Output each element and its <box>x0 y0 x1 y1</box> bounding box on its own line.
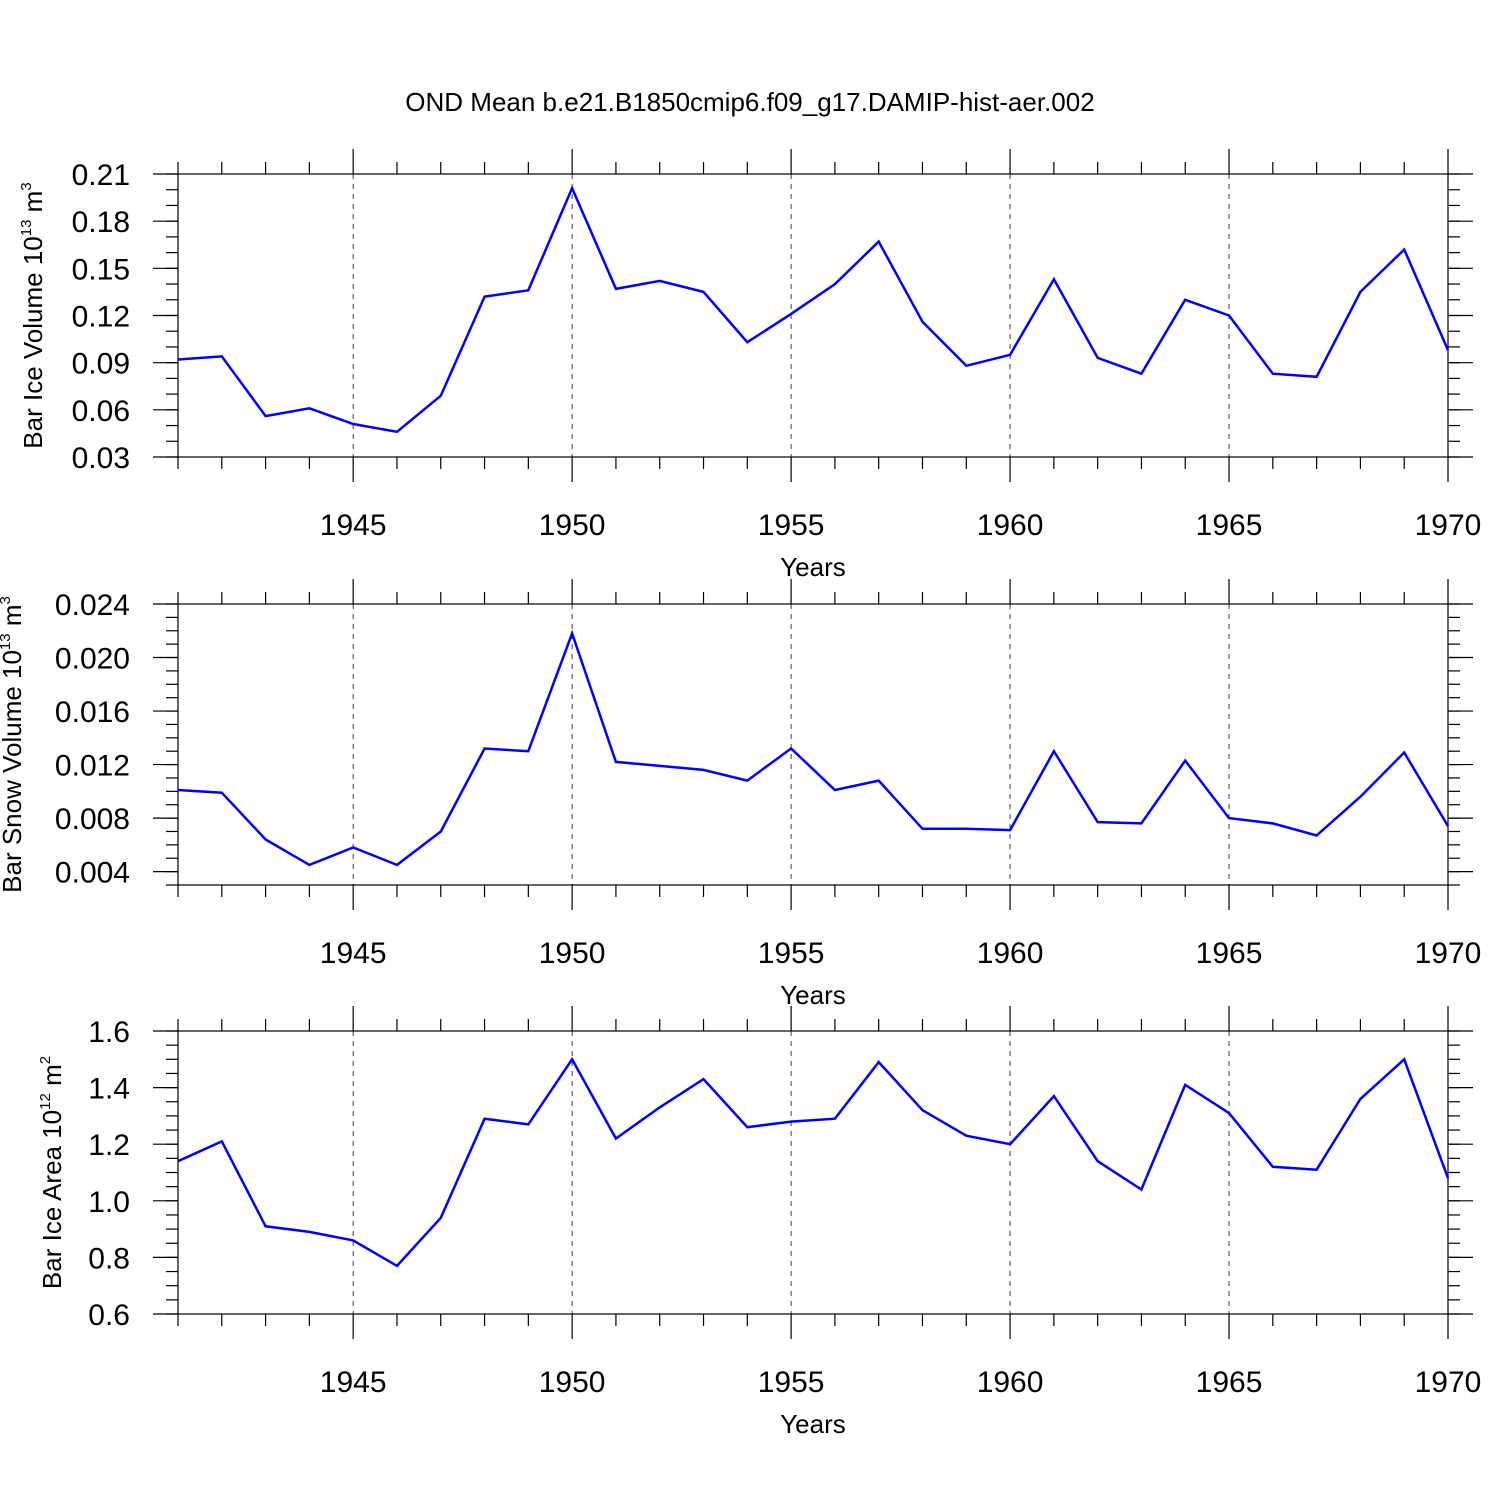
y-tick-label: 1.0 <box>88 1186 130 1219</box>
y-tick-label: 1.6 <box>88 1016 130 1049</box>
x-tick-label: 1965 <box>1196 937 1263 970</box>
plot-frame <box>177 603 1449 886</box>
y-tick-label: 0.020 <box>55 643 130 676</box>
x-tick-label: 1950 <box>539 1366 606 1399</box>
x-tick-label: 1950 <box>539 937 606 970</box>
y-tick-label: 0.8 <box>88 1242 130 1275</box>
panel-2: 0.004 0.008 0.012 0.016 0.020 0.024 1945 1950 19… <box>0 579 1481 1010</box>
x-axis-label: Years <box>780 552 846 582</box>
x-tick-label: 1965 <box>1196 509 1263 542</box>
x-axis-label: Years <box>780 1409 846 1439</box>
figure-title: OND Mean b.e21.B1850cmip6.f09_g17.DAMIP-… <box>405 87 1094 117</box>
y-tick-label: 1.2 <box>88 1129 130 1162</box>
series-line-bar-ice-area <box>177 1056 1450 1268</box>
x-tick-label: 1945 <box>320 937 387 970</box>
x-tick-label: 1945 <box>320 1366 387 1399</box>
y-tick-label: 0.15 <box>72 253 130 286</box>
plot-frame <box>177 173 1449 458</box>
y-tick-label: 0.06 <box>72 395 130 428</box>
y-axis-label: Bar Snow Volume 1013 m3 <box>0 596 27 893</box>
y-tick-label: 0.12 <box>72 301 130 334</box>
y-tick-label: 1.4 <box>88 1073 130 1106</box>
y-tick-label: 0.004 <box>55 857 130 890</box>
y-tick-label: 0.09 <box>72 348 130 381</box>
y-tick-label: 0.016 <box>55 696 130 729</box>
x-tick-label: 1970 <box>1415 1366 1482 1399</box>
plot-frame <box>177 1030 1449 1315</box>
panel-1: 0.03 0.06 0.09 0.12 0.15 0.18 0.21 1945 1950 1955… <box>18 149 1481 582</box>
x-tick-label: 1955 <box>758 1366 825 1399</box>
x-tick-label: 1970 <box>1415 937 1482 970</box>
panel-3: 0.6 0.8 1.0 1.2 1.4 1.6 1945 1950 1955 1960 1965 19… <box>37 1006 1481 1439</box>
x-tick-label: 1955 <box>758 937 825 970</box>
y-tick-label: 0.21 <box>72 159 130 192</box>
x-tick-label: 1950 <box>539 509 606 542</box>
x-tick-label: 1960 <box>977 509 1044 542</box>
x-tick-label: 1960 <box>977 1366 1044 1399</box>
x-axis-label: Years <box>780 980 846 1010</box>
y-tick-label: 0.18 <box>72 206 130 239</box>
y-tick-label: 0.012 <box>55 750 130 783</box>
y-axis-label: Bar Ice Area 1012 m2 <box>37 1056 67 1289</box>
x-tick-label: 1945 <box>320 509 387 542</box>
x-tick-label: 1965 <box>1196 1366 1263 1399</box>
y-tick-label: 0.03 <box>72 442 130 475</box>
y-tick-label: 0.6 <box>88 1299 130 1332</box>
x-tick-label: 1960 <box>977 937 1044 970</box>
x-tick-label: 1955 <box>758 509 825 542</box>
y-tick-label: 0.008 <box>55 803 130 836</box>
series-line-bar-snow-volume <box>177 629 1450 867</box>
y-axis-label: Bar Ice Volume 1013 m3 <box>18 182 48 448</box>
x-tick-label: 1970 <box>1415 509 1482 542</box>
y-tick-label: 0.024 <box>55 589 130 622</box>
series-line-bar-ice-volume <box>177 184 1450 434</box>
